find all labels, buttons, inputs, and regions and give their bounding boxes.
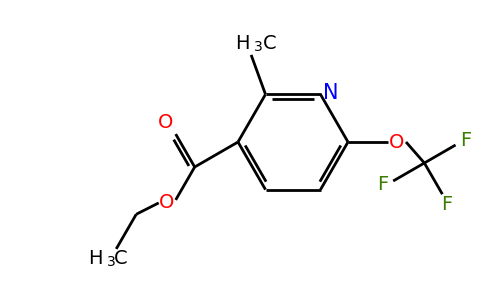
- Text: 3: 3: [254, 40, 263, 54]
- Text: O: O: [159, 194, 174, 212]
- Text: H: H: [235, 34, 249, 53]
- Text: H: H: [88, 249, 102, 268]
- Text: O: O: [158, 112, 173, 132]
- Text: N: N: [323, 83, 338, 103]
- Text: C: C: [263, 34, 277, 53]
- Text: F: F: [441, 195, 452, 214]
- Text: F: F: [378, 176, 389, 194]
- Text: F: F: [460, 131, 471, 151]
- Text: 3: 3: [107, 255, 116, 269]
- Text: C: C: [114, 249, 128, 268]
- Text: O: O: [389, 133, 405, 152]
